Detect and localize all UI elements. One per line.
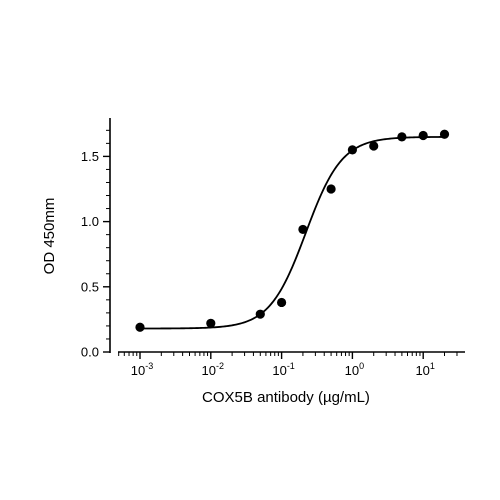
x-axis: 10-3 10-2 10-1 100 101	[118, 351, 465, 378]
data-point	[326, 184, 336, 194]
y-axis-label: OD 450mm	[41, 198, 58, 275]
x-tick-label: 101	[415, 361, 434, 378]
data-point	[397, 132, 407, 142]
data-points	[135, 129, 450, 332]
data-point	[347, 145, 357, 155]
y-tick-label: 1.0	[81, 214, 99, 229]
x-tick-label: 10-3	[131, 361, 153, 378]
fit-curve-group	[140, 136, 445, 330]
x-tick-label: 10-2	[202, 361, 224, 378]
x-tick-label: 10-1	[272, 361, 294, 378]
data-point	[255, 309, 265, 319]
data-point	[369, 141, 379, 151]
fit-curve-line	[140, 136, 445, 330]
x-tick-label: 100	[345, 361, 364, 378]
data-point	[439, 129, 450, 139]
data-point	[277, 297, 287, 308]
data-point	[135, 322, 145, 332]
data-point	[418, 130, 428, 141]
data-point	[206, 318, 216, 328]
y-tick-label: 1.5	[81, 149, 99, 164]
data-point	[298, 224, 308, 235]
y-tick-label: 0.0	[81, 345, 99, 360]
x-axis-label: COX5B antibody (µg/mL)	[202, 389, 370, 406]
y-tick-label: 0.5	[81, 279, 99, 294]
y-axis: 0.0 0.5 1.0 1.5	[81, 118, 111, 360]
